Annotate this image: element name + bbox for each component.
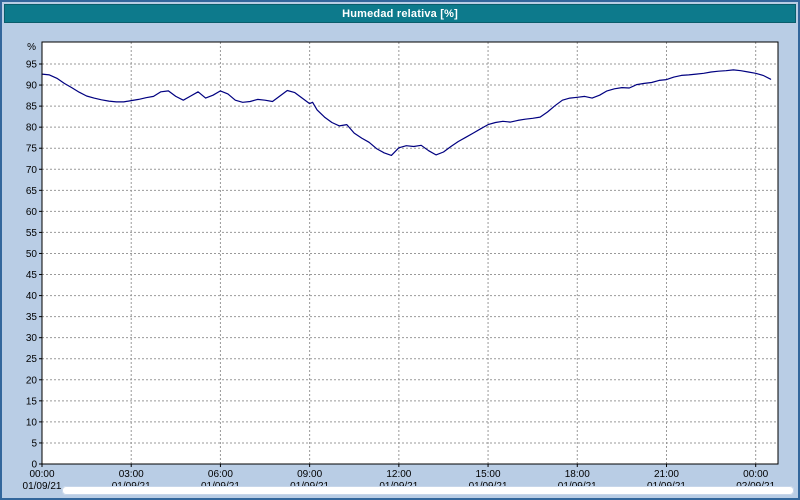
y-tick-label: 10 [26, 417, 38, 428]
y-axis-unit-label: % [27, 42, 36, 53]
y-tick-label: 15 [26, 396, 38, 407]
x-tick-time-label: 06:00 [208, 469, 233, 480]
x-tick-time-label: 00:00 [743, 469, 768, 480]
y-tick-label: 0 [31, 460, 37, 471]
y-tick-label: 20 [26, 375, 38, 386]
y-tick-label: 35 [26, 312, 38, 323]
humidity-series-line [41, 69, 772, 156]
y-tick-label: 60 [26, 207, 38, 218]
x-tick-time-label: 15:00 [476, 469, 501, 480]
y-tick-label: 30 [26, 333, 38, 344]
y-tick-label: 90 [26, 81, 38, 92]
y-tick-label: 85 [26, 102, 38, 113]
y-tick-label: 55 [26, 228, 38, 239]
x-tick-time-label: 12:00 [386, 469, 411, 480]
x-tick-time-label: 00:00 [29, 469, 54, 480]
y-tick-label: 40 [26, 291, 38, 302]
horizontal-scrollbar[interactable] [62, 486, 794, 495]
y-tick-label: 70 [26, 165, 38, 176]
x-tick-time-label: 09:00 [297, 469, 322, 480]
x-tick-time-label: 21:00 [654, 469, 679, 480]
x-tick-time-label: 03:00 [119, 469, 144, 480]
y-tick-label: 25 [26, 354, 38, 365]
y-tick-label: 80 [26, 123, 38, 134]
y-tick-label: 75 [26, 144, 38, 155]
chart-title: Humedad relativa [%] [342, 7, 458, 20]
humidity-line-chart: 0 5 10 15 20 25 30 35 40 45 50 55 60 65 70 75 80 85 90 95% 0… [23, 41, 779, 492]
y-tick-label: 50 [26, 249, 38, 260]
x-tick-date-label: 01/09/21 [23, 481, 62, 492]
y-tick-label: 5 [31, 438, 37, 449]
y-tick-label: 45 [26, 270, 38, 281]
y-tick-label: 95 [26, 60, 38, 71]
plot-border [41, 41, 779, 465]
y-tick-label: 65 [26, 186, 38, 197]
x-tick-time-label: 18:00 [565, 469, 590, 480]
chart-title-bar: Humedad relativa [%] [4, 4, 796, 23]
